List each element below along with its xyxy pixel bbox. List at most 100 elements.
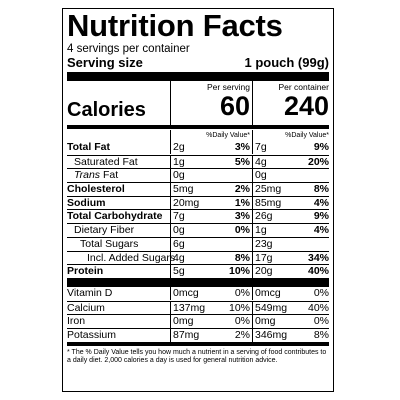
calories-section: Calories Per serving 60 Per container 24… bbox=[67, 81, 329, 125]
amount-per-container: 20g bbox=[255, 265, 273, 278]
per-serving-cell: 87mg 2% bbox=[170, 327, 252, 342]
daily-value-per-serving: 2% bbox=[234, 183, 250, 196]
amount-per-serving: 0mcg bbox=[173, 286, 199, 299]
per-container-cell: 25mg 8% bbox=[252, 182, 331, 196]
amount-per-container: 4g bbox=[255, 155, 267, 168]
nutrient-label: Cholesterol bbox=[67, 183, 125, 196]
daily-value-per-serving: 5% bbox=[234, 155, 250, 168]
per-container-cell: 346mg 8% bbox=[252, 327, 331, 342]
vitamin-table: Vitamin D 0mcg 0% 0mcg 0% Calcium 137mg 10% 549m… bbox=[67, 285, 331, 342]
daily-value-per-serving: 3% bbox=[234, 210, 250, 223]
nutrient-label-text: Cholesterol bbox=[67, 183, 125, 196]
per-serving-cell: 137mg 10% bbox=[170, 300, 252, 315]
nutrition-facts-panel: Nutrition Facts 4 servings per container… bbox=[62, 8, 334, 392]
servings-per-container: 4 servings per container bbox=[67, 43, 190, 55]
per-container-cell: 85mg 4% bbox=[252, 195, 331, 210]
daily-value-per-serving: 10% bbox=[228, 265, 250, 278]
nutrient-row: Protein 5g 10% 20g 40% bbox=[67, 264, 329, 278]
per-container-cell: 549mg 40% bbox=[252, 300, 331, 315]
nutrient-row: Vitamin D 0mcg 0% 0mcg 0% bbox=[67, 285, 329, 301]
per-serving-cell: 20mg 1% bbox=[170, 195, 252, 210]
per-serving-cell: 4g 8% bbox=[170, 250, 252, 265]
amount-per-serving: 1g bbox=[173, 155, 185, 168]
nutrient-label: Total Carbohydrate bbox=[67, 210, 162, 223]
daily-value-per-serving: 10% bbox=[228, 301, 250, 314]
per-container-cell: 4g 20% bbox=[252, 154, 331, 169]
daily-value-per-container: 34% bbox=[307, 251, 329, 264]
nutrient-row: Trans Fat 0g 0g bbox=[67, 168, 331, 183]
nutrient-label: Vitamin D bbox=[67, 287, 112, 300]
amount-per-container: 23g bbox=[255, 237, 273, 250]
daily-value-header-row: %Daily Value* %Daily Value* bbox=[67, 129, 329, 141]
per-serving-cell: 1g 5% bbox=[170, 154, 252, 169]
daily-value-per-serving: 3% bbox=[234, 141, 250, 153]
nutrient-label-text: Sodium bbox=[67, 196, 106, 209]
calories-per-serving: 60 bbox=[219, 91, 250, 121]
per-serving-cell: 5g 10% bbox=[170, 264, 252, 278]
panel-title: Nutrition Facts bbox=[67, 8, 283, 43]
divider-thick bbox=[67, 72, 329, 81]
amount-per-container: 0mg bbox=[255, 315, 276, 328]
amount-per-serving: 0mg bbox=[173, 315, 194, 328]
daily-value-per-container: 4% bbox=[313, 224, 329, 237]
serving-size-value: 1 pouch (99g) bbox=[244, 55, 329, 70]
daily-value-header-serving: %Daily Value* bbox=[170, 130, 252, 141]
per-container-cell: 7g 9% bbox=[252, 140, 331, 154]
per-container-header: Per container bbox=[278, 82, 329, 92]
amount-per-serving: 4g bbox=[173, 251, 185, 264]
nutrient-label-text: Calcium bbox=[67, 301, 105, 314]
amount-per-serving: 5g bbox=[173, 265, 185, 278]
daily-value-per-container: 0% bbox=[313, 286, 329, 299]
per-container-cell: 23g bbox=[252, 236, 331, 251]
daily-value-per-serving: 8% bbox=[234, 251, 250, 264]
nutrient-label: Calcium bbox=[67, 302, 105, 315]
serving-size-label: Serving size bbox=[67, 55, 143, 70]
calories-per-serving-column: Per serving 60 bbox=[170, 81, 252, 125]
nutrient-row: Incl. Added Sugars 4g 8% 17g 34% bbox=[67, 250, 331, 265]
divider-medium bbox=[67, 125, 329, 129]
calories-label: Calories bbox=[67, 99, 146, 121]
per-container-cell: 20g 40% bbox=[252, 264, 331, 278]
nutrient-label: Protein bbox=[67, 265, 103, 278]
nutrient-label: Sodium bbox=[67, 197, 106, 210]
divider-thick-vitamins bbox=[67, 277, 329, 287]
nutrient-label-text: Dietary Fiber bbox=[74, 224, 135, 237]
nutrient-label-text: Total Carbohydrate bbox=[67, 210, 163, 223]
nutrient-row: Total Carbohydrate 7g 3% 26g 9% bbox=[67, 209, 331, 224]
calories-per-container-column: Per container 240 bbox=[252, 81, 331, 125]
per-container-cell: 0mg 0% bbox=[252, 314, 331, 328]
nutrient-row: Total Sugars 6g 23g bbox=[67, 236, 331, 251]
per-container-cell: 0g bbox=[252, 168, 331, 183]
per-container-cell: 1g 4% bbox=[252, 223, 331, 237]
amount-per-serving: 20mg bbox=[173, 196, 200, 209]
daily-value-per-serving: 0% bbox=[234, 224, 250, 237]
amount-per-container: 26g bbox=[255, 210, 273, 223]
amount-per-serving: 2g bbox=[173, 141, 185, 153]
nutrient-label-text: Incl. Added Sugars bbox=[87, 251, 176, 264]
amount-per-container: 549mg bbox=[255, 301, 288, 314]
amount-per-serving: 7g bbox=[173, 210, 185, 223]
amount-per-serving: 87mg bbox=[173, 328, 200, 341]
per-serving-cell: 2g 3% bbox=[170, 140, 252, 154]
amount-per-container: 0g bbox=[255, 169, 267, 182]
nutrient-label-text: Iron bbox=[67, 315, 86, 328]
per-container-cell: 26g 9% bbox=[252, 209, 331, 224]
daily-value-per-container: 8% bbox=[313, 328, 329, 341]
nutrient-row: Saturated Fat 1g 5% 4g 20% bbox=[67, 154, 331, 169]
amount-per-serving: 137mg bbox=[173, 301, 206, 314]
daily-value-per-container: 40% bbox=[307, 301, 329, 314]
nutrient-label-text: Vitamin D bbox=[67, 286, 113, 299]
per-container-cell: 17g 34% bbox=[252, 250, 331, 265]
per-serving-cell: 5mg 2% bbox=[170, 182, 252, 196]
nutrient-row: Dietary Fiber 0g 0% 1g 4% bbox=[67, 223, 329, 237]
nutrient-row: Calcium 137mg 10% 549mg 40% bbox=[67, 300, 331, 315]
calories-per-container: 240 bbox=[283, 91, 329, 121]
amount-per-container: 0mcg bbox=[255, 286, 281, 299]
nutrient-label-text: Fat bbox=[100, 169, 119, 182]
nutrient-label-text: Total Fat bbox=[67, 141, 110, 153]
nutrient-row: Cholesterol 5mg 2% 25mg 8% bbox=[67, 182, 329, 196]
daily-value-per-serving: 0% bbox=[234, 315, 250, 328]
amount-per-serving: 6g bbox=[173, 237, 185, 250]
per-serving-cell: 0g 0% bbox=[170, 223, 252, 237]
per-serving-header: Per serving bbox=[207, 82, 250, 92]
